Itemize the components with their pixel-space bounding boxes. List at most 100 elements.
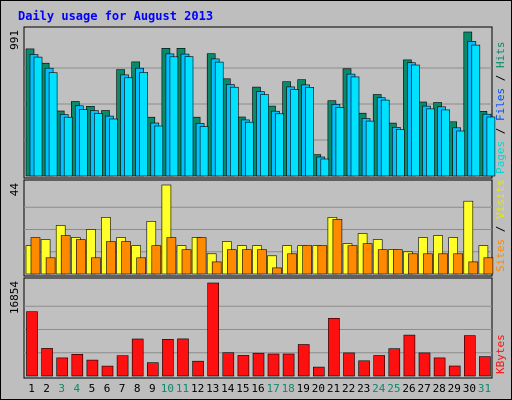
day-label: 6 xyxy=(104,382,111,395)
bar-pages-day-2 xyxy=(48,72,58,177)
day-label: 22 xyxy=(342,382,355,395)
bar-pages-day-23 xyxy=(365,120,375,177)
bar-kbytes-day-8 xyxy=(131,338,144,377)
bar-kbytes-day-27 xyxy=(418,352,431,377)
bar-sites-day-16 xyxy=(257,249,267,275)
day-label: 5 xyxy=(89,382,96,395)
day-label: 10 xyxy=(161,382,174,395)
bar-sites-day-6 xyxy=(106,241,116,275)
y-max-label: 44 xyxy=(8,183,21,197)
y-max-label: 16854 xyxy=(8,281,21,314)
bar-sites-day-9 xyxy=(151,245,162,275)
chart-panels: 991 Pages / Files / Hits 44 Sites / Visits 1… xyxy=(8,26,507,379)
day-label: 2 xyxy=(43,382,50,395)
bar-kbytes-day-3 xyxy=(56,357,69,377)
bar-pages-day-26 xyxy=(411,64,420,177)
series-pages xyxy=(33,44,496,177)
bar-kbytes-day-5 xyxy=(86,359,99,377)
day-label: 31 xyxy=(478,382,491,395)
day-label: 27 xyxy=(417,382,430,395)
bar-sites-day-2 xyxy=(45,257,56,275)
bar-kbytes-day-7 xyxy=(116,355,129,377)
bar-sites-day-3 xyxy=(60,235,71,275)
day-label: 3 xyxy=(58,382,65,395)
bar-sites-day-20 xyxy=(317,245,328,275)
day-label: 25 xyxy=(387,382,400,395)
series-kbytes xyxy=(26,282,491,377)
bar-pages-day-14 xyxy=(230,86,239,177)
day-label: 16 xyxy=(251,382,264,395)
y-max-label: 991 xyxy=(8,30,21,50)
bar-sites-day-25 xyxy=(392,249,403,275)
bar-sites-day-28 xyxy=(438,253,448,275)
bar-visits-day-10 xyxy=(161,184,172,275)
bar-pages-day-22 xyxy=(350,76,360,177)
bar-kbytes-day-13 xyxy=(207,282,219,377)
day-label: 23 xyxy=(357,382,370,395)
bar-pages-day-12 xyxy=(199,126,209,177)
bar-pages-day-19 xyxy=(305,87,315,177)
bar-kbytes-day-18 xyxy=(282,353,295,377)
day-label: 11 xyxy=(176,382,189,395)
bar-sites-day-22 xyxy=(347,245,358,275)
bar-kbytes-day-24 xyxy=(373,355,386,377)
bar-sites-day-7 xyxy=(121,241,131,275)
legend-entry: / xyxy=(494,219,507,239)
bar-kbytes-day-29 xyxy=(448,365,461,377)
bar-visits-day-2 xyxy=(40,239,51,275)
legend-entry: Sites xyxy=(494,239,507,272)
legend-entry: Pages xyxy=(494,141,507,174)
legend: Sites / Visits xyxy=(494,179,507,272)
bar-pages-day-20 xyxy=(320,158,330,177)
bar-sites-day-5 xyxy=(91,257,101,275)
day-label: 20 xyxy=(312,382,325,395)
bar-pages-day-27 xyxy=(426,108,435,177)
day-label: 30 xyxy=(463,382,476,395)
bar-sites-day-30 xyxy=(468,261,479,275)
bar-pages-day-3 xyxy=(63,116,73,177)
bar-pages-day-25 xyxy=(395,129,405,177)
bar-pages-day-24 xyxy=(380,99,390,177)
bar-kbytes-day-25 xyxy=(388,348,401,377)
bar-kbytes-day-26 xyxy=(403,334,416,377)
bar-sites-day-15 xyxy=(242,249,252,275)
bar-sites-day-11 xyxy=(181,249,192,275)
bar-pages-day-5 xyxy=(94,113,103,177)
day-label: 29 xyxy=(448,382,461,395)
legend: KBytes xyxy=(494,334,507,374)
day-label: 21 xyxy=(327,382,340,395)
bar-kbytes-day-15 xyxy=(237,355,250,377)
day-label: 26 xyxy=(402,382,415,395)
bar-pages-day-15 xyxy=(245,121,254,177)
bar-sites-day-14 xyxy=(227,249,237,275)
bar-pages-day-29 xyxy=(456,130,466,177)
bar-sites-day-27 xyxy=(423,253,433,275)
day-label: 13 xyxy=(206,382,219,395)
bar-sites-day-10 xyxy=(166,237,177,275)
bar-pages-day-7 xyxy=(124,77,133,177)
bar-visits-day-30 xyxy=(463,200,474,275)
bar-kbytes-day-1 xyxy=(26,311,38,377)
bar-pages-day-31 xyxy=(486,116,496,177)
chart-title: Daily usage for August 2013 xyxy=(18,9,213,23)
bar-pages-day-10 xyxy=(169,56,179,177)
bar-kbytes-day-16 xyxy=(252,352,265,377)
bar-pages-day-28 xyxy=(441,109,450,177)
bar-kbytes-day-9 xyxy=(147,362,159,377)
legend: Pages / Files / Hits xyxy=(494,42,507,175)
day-label: 1 xyxy=(28,382,35,395)
series-sites xyxy=(30,219,494,275)
bar-pages-day-11 xyxy=(184,56,194,177)
day-label: 19 xyxy=(297,382,310,395)
legend-entry: Files xyxy=(494,88,507,121)
bar-kbytes-day-19 xyxy=(297,344,310,377)
panel-sites-visits: 44 Sites / Visits xyxy=(8,179,507,277)
panel-kbytes: 16854 KBytes xyxy=(8,277,507,379)
bar-pages-day-8 xyxy=(139,72,148,177)
bar-kbytes-day-21 xyxy=(328,317,340,377)
bar-sites-day-8 xyxy=(136,257,146,275)
bar-pages-day-21 xyxy=(335,107,345,177)
bar-kbytes-day-6 xyxy=(101,365,114,377)
day-label: 18 xyxy=(282,382,295,395)
